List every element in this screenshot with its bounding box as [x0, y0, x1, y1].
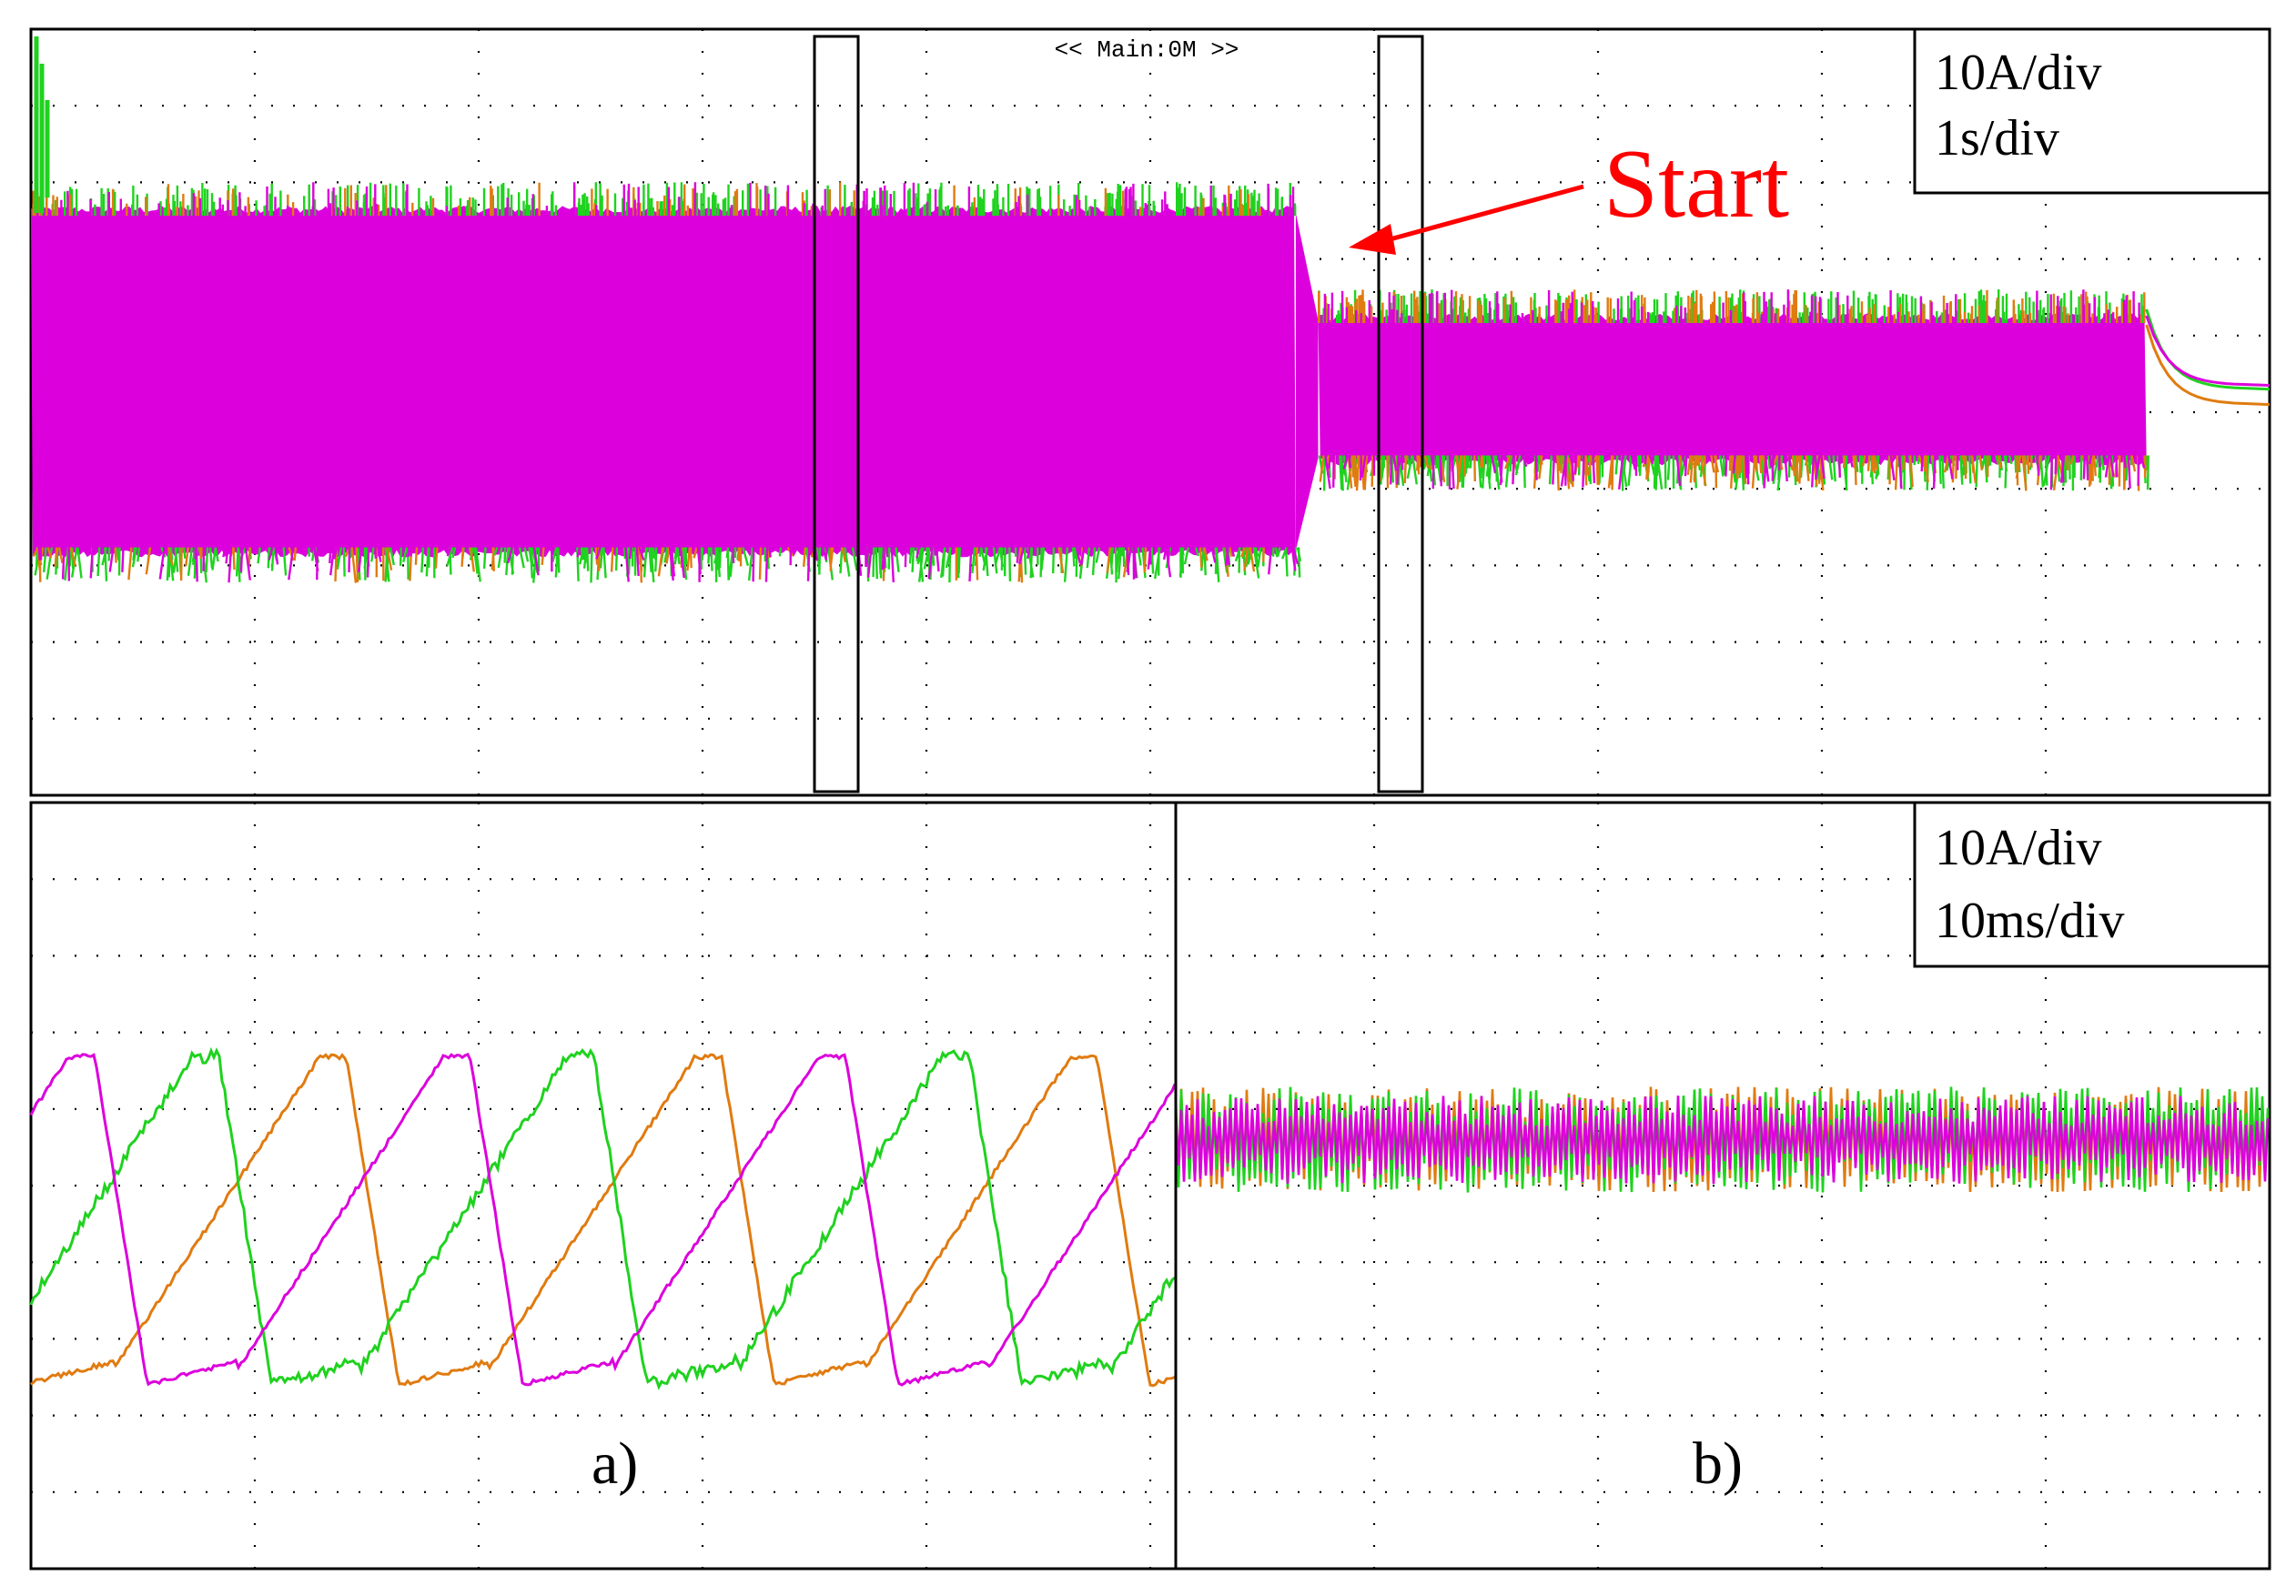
- noise-spikes-magenta-1: [35, 182, 1300, 583]
- noise-spikes-magenta-2: [1323, 289, 2146, 490]
- top-time-scale: 1s/div: [1935, 110, 2059, 167]
- top-scale-box: 10A/div 1s/div: [1913, 27, 2271, 195]
- top-traces: [31, 36, 2271, 583]
- wave-phase-a: [30, 1053, 1176, 1388]
- initial-spike: [34, 36, 50, 214]
- envelope-transition: [1295, 213, 1319, 551]
- noise-spikes-orange-2: [1318, 289, 2147, 491]
- scope-header: << Main:0M >>: [1055, 36, 1239, 64]
- wave-phase-b: [29, 1046, 1176, 1390]
- start-annotation: Start: [1349, 130, 1789, 255]
- wave-phase-c: [29, 1052, 1177, 1387]
- envelope-segment-1: [1318, 312, 2147, 466]
- zoom-window-left: [813, 35, 860, 793]
- bottom-time-scale: 10ms/div: [1935, 893, 2124, 949]
- tail-magenta: [2145, 315, 2271, 388]
- bottom-scale-box: 10A/div 10ms/div: [1913, 801, 2271, 968]
- bottom-current-scale: 10A/div: [1935, 820, 2102, 876]
- start-arrow-head: [1349, 224, 1396, 255]
- caption-b: b): [1693, 1430, 1743, 1497]
- noise-phase-c: [1174, 1096, 2270, 1184]
- top-panel: << Main:0M >> 10A/div 1s/div Start: [29, 27, 2271, 797]
- tail-orange: [2145, 324, 2271, 407]
- zoom-window-right: [1377, 35, 1424, 793]
- top-current-scale: 10A/div: [1935, 45, 2102, 101]
- start-arrow-line: [1382, 184, 1584, 244]
- bottom-traces-a: [29, 1046, 1177, 1390]
- caption-a: a): [592, 1430, 638, 1497]
- envelope-segment-0: [31, 206, 1296, 558]
- bottom-panel: 10A/div 10ms/div a) b): [29, 801, 2271, 1571]
- bottom-traces-b: [1174, 1086, 2270, 1193]
- start-label: Start: [1603, 130, 1789, 238]
- bottom-grid: [31, 803, 2270, 1569]
